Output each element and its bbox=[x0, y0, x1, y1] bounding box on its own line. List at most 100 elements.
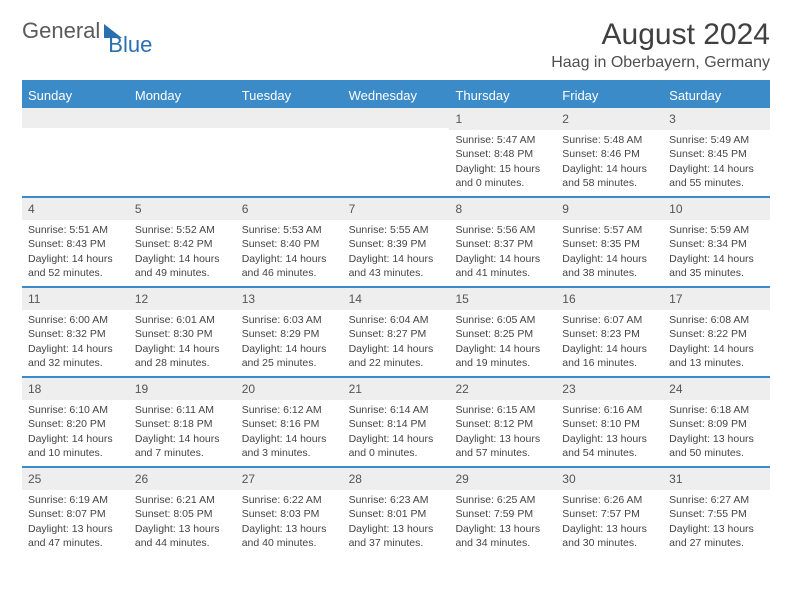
day-number: 21 bbox=[343, 378, 450, 400]
calendar-cell bbox=[22, 108, 129, 196]
day-number: 23 bbox=[556, 378, 663, 400]
calendar-cell: 12Sunrise: 6:01 AMSunset: 8:30 PMDayligh… bbox=[129, 288, 236, 376]
cell-body: Sunrise: 6:03 AMSunset: 8:29 PMDaylight:… bbox=[236, 310, 343, 375]
day-number: 25 bbox=[22, 468, 129, 490]
day-number: 22 bbox=[449, 378, 556, 400]
daylight-line: Daylight: 14 hours and 41 minutes. bbox=[455, 252, 550, 280]
daylight-line: Daylight: 13 hours and 44 minutes. bbox=[135, 522, 230, 550]
calendar-week: 25Sunrise: 6:19 AMSunset: 8:07 PMDayligh… bbox=[22, 466, 770, 556]
daylight-line: Daylight: 14 hours and 0 minutes. bbox=[349, 432, 444, 460]
day-header: Wednesday bbox=[343, 83, 450, 108]
cell-body: Sunrise: 6:22 AMSunset: 8:03 PMDaylight:… bbox=[236, 490, 343, 555]
cell-body: Sunrise: 6:19 AMSunset: 8:07 PMDaylight:… bbox=[22, 490, 129, 555]
day-number: 9 bbox=[556, 198, 663, 220]
calendar-cell: 19Sunrise: 6:11 AMSunset: 8:18 PMDayligh… bbox=[129, 378, 236, 466]
sunset-line: Sunset: 8:45 PM bbox=[669, 147, 764, 161]
daylight-line: Daylight: 13 hours and 30 minutes. bbox=[562, 522, 657, 550]
sunrise-line: Sunrise: 5:57 AM bbox=[562, 223, 657, 237]
sunrise-line: Sunrise: 5:52 AM bbox=[135, 223, 230, 237]
daylight-line: Daylight: 14 hours and 35 minutes. bbox=[669, 252, 764, 280]
calendar-cell bbox=[236, 108, 343, 196]
header: General Blue August 2024 Haag in Oberbay… bbox=[22, 18, 770, 72]
calendar-week: 4Sunrise: 5:51 AMSunset: 8:43 PMDaylight… bbox=[22, 196, 770, 286]
cell-body bbox=[236, 128, 343, 136]
day-number bbox=[22, 108, 129, 128]
sunset-line: Sunset: 8:30 PM bbox=[135, 327, 230, 341]
cell-body: Sunrise: 6:16 AMSunset: 8:10 PMDaylight:… bbox=[556, 400, 663, 465]
daylight-line: Daylight: 14 hours and 49 minutes. bbox=[135, 252, 230, 280]
daylight-line: Daylight: 14 hours and 10 minutes. bbox=[28, 432, 123, 460]
calendar-cell: 23Sunrise: 6:16 AMSunset: 8:10 PMDayligh… bbox=[556, 378, 663, 466]
daylight-line: Daylight: 14 hours and 25 minutes. bbox=[242, 342, 337, 370]
daylight-line: Daylight: 13 hours and 54 minutes. bbox=[562, 432, 657, 460]
sunset-line: Sunset: 7:55 PM bbox=[669, 507, 764, 521]
cell-body: Sunrise: 6:11 AMSunset: 8:18 PMDaylight:… bbox=[129, 400, 236, 465]
calendar-cell: 3Sunrise: 5:49 AMSunset: 8:45 PMDaylight… bbox=[663, 108, 770, 196]
cell-body: Sunrise: 6:25 AMSunset: 7:59 PMDaylight:… bbox=[449, 490, 556, 555]
sunset-line: Sunset: 8:23 PM bbox=[562, 327, 657, 341]
day-number: 19 bbox=[129, 378, 236, 400]
day-number: 20 bbox=[236, 378, 343, 400]
cell-body: Sunrise: 5:59 AMSunset: 8:34 PMDaylight:… bbox=[663, 220, 770, 285]
day-number: 1 bbox=[449, 108, 556, 130]
calendar-cell: 16Sunrise: 6:07 AMSunset: 8:23 PMDayligh… bbox=[556, 288, 663, 376]
day-number: 6 bbox=[236, 198, 343, 220]
sunrise-line: Sunrise: 6:23 AM bbox=[349, 493, 444, 507]
calendar-cell: 4Sunrise: 5:51 AMSunset: 8:43 PMDaylight… bbox=[22, 198, 129, 286]
calendar-cell: 30Sunrise: 6:26 AMSunset: 7:57 PMDayligh… bbox=[556, 468, 663, 556]
cell-body: Sunrise: 5:47 AMSunset: 8:48 PMDaylight:… bbox=[449, 130, 556, 195]
day-number: 28 bbox=[343, 468, 450, 490]
day-number: 30 bbox=[556, 468, 663, 490]
cell-body: Sunrise: 6:12 AMSunset: 8:16 PMDaylight:… bbox=[236, 400, 343, 465]
cell-body: Sunrise: 5:56 AMSunset: 8:37 PMDaylight:… bbox=[449, 220, 556, 285]
daylight-line: Daylight: 14 hours and 3 minutes. bbox=[242, 432, 337, 460]
cell-body: Sunrise: 6:21 AMSunset: 8:05 PMDaylight:… bbox=[129, 490, 236, 555]
title-block: August 2024 Haag in Oberbayern, Germany bbox=[551, 18, 770, 72]
calendar-cell: 9Sunrise: 5:57 AMSunset: 8:35 PMDaylight… bbox=[556, 198, 663, 286]
sunset-line: Sunset: 8:12 PM bbox=[455, 417, 550, 431]
daylight-line: Daylight: 14 hours and 38 minutes. bbox=[562, 252, 657, 280]
calendar-cell: 6Sunrise: 5:53 AMSunset: 8:40 PMDaylight… bbox=[236, 198, 343, 286]
calendar-cell: 22Sunrise: 6:15 AMSunset: 8:12 PMDayligh… bbox=[449, 378, 556, 466]
day-number: 14 bbox=[343, 288, 450, 310]
sunset-line: Sunset: 8:16 PM bbox=[242, 417, 337, 431]
cell-body: Sunrise: 5:53 AMSunset: 8:40 PMDaylight:… bbox=[236, 220, 343, 285]
logo-text-2: Blue bbox=[108, 32, 152, 58]
sunrise-line: Sunrise: 6:07 AM bbox=[562, 313, 657, 327]
cell-body: Sunrise: 6:23 AMSunset: 8:01 PMDaylight:… bbox=[343, 490, 450, 555]
sunset-line: Sunset: 8:39 PM bbox=[349, 237, 444, 251]
cell-body: Sunrise: 6:01 AMSunset: 8:30 PMDaylight:… bbox=[129, 310, 236, 375]
calendar-cell: 1Sunrise: 5:47 AMSunset: 8:48 PMDaylight… bbox=[449, 108, 556, 196]
calendar-cell: 7Sunrise: 5:55 AMSunset: 8:39 PMDaylight… bbox=[343, 198, 450, 286]
sunrise-line: Sunrise: 6:04 AM bbox=[349, 313, 444, 327]
day-number bbox=[129, 108, 236, 128]
sunrise-line: Sunrise: 6:12 AM bbox=[242, 403, 337, 417]
sunset-line: Sunset: 8:42 PM bbox=[135, 237, 230, 251]
sunset-line: Sunset: 8:32 PM bbox=[28, 327, 123, 341]
daylight-line: Daylight: 14 hours and 22 minutes. bbox=[349, 342, 444, 370]
cell-body: Sunrise: 6:14 AMSunset: 8:14 PMDaylight:… bbox=[343, 400, 450, 465]
daylight-line: Daylight: 13 hours and 34 minutes. bbox=[455, 522, 550, 550]
calendar-cell: 18Sunrise: 6:10 AMSunset: 8:20 PMDayligh… bbox=[22, 378, 129, 466]
daylight-line: Daylight: 13 hours and 40 minutes. bbox=[242, 522, 337, 550]
sunrise-line: Sunrise: 6:26 AM bbox=[562, 493, 657, 507]
cell-body bbox=[343, 128, 450, 136]
cell-body: Sunrise: 6:10 AMSunset: 8:20 PMDaylight:… bbox=[22, 400, 129, 465]
daylight-line: Daylight: 14 hours and 46 minutes. bbox=[242, 252, 337, 280]
sunset-line: Sunset: 8:29 PM bbox=[242, 327, 337, 341]
calendar-cell: 2Sunrise: 5:48 AMSunset: 8:46 PMDaylight… bbox=[556, 108, 663, 196]
calendar: SundayMondayTuesdayWednesdayThursdayFrid… bbox=[22, 80, 770, 556]
daylight-line: Daylight: 14 hours and 28 minutes. bbox=[135, 342, 230, 370]
sunrise-line: Sunrise: 5:56 AM bbox=[455, 223, 550, 237]
sunset-line: Sunset: 8:40 PM bbox=[242, 237, 337, 251]
calendar-cell: 20Sunrise: 6:12 AMSunset: 8:16 PMDayligh… bbox=[236, 378, 343, 466]
calendar-cell: 26Sunrise: 6:21 AMSunset: 8:05 PMDayligh… bbox=[129, 468, 236, 556]
day-number: 16 bbox=[556, 288, 663, 310]
calendar-cell: 21Sunrise: 6:14 AMSunset: 8:14 PMDayligh… bbox=[343, 378, 450, 466]
day-number: 5 bbox=[129, 198, 236, 220]
sunrise-line: Sunrise: 5:47 AM bbox=[455, 133, 550, 147]
sunset-line: Sunset: 8:22 PM bbox=[669, 327, 764, 341]
calendar-cell: 15Sunrise: 6:05 AMSunset: 8:25 PMDayligh… bbox=[449, 288, 556, 376]
sunrise-line: Sunrise: 6:11 AM bbox=[135, 403, 230, 417]
sunset-line: Sunset: 8:01 PM bbox=[349, 507, 444, 521]
